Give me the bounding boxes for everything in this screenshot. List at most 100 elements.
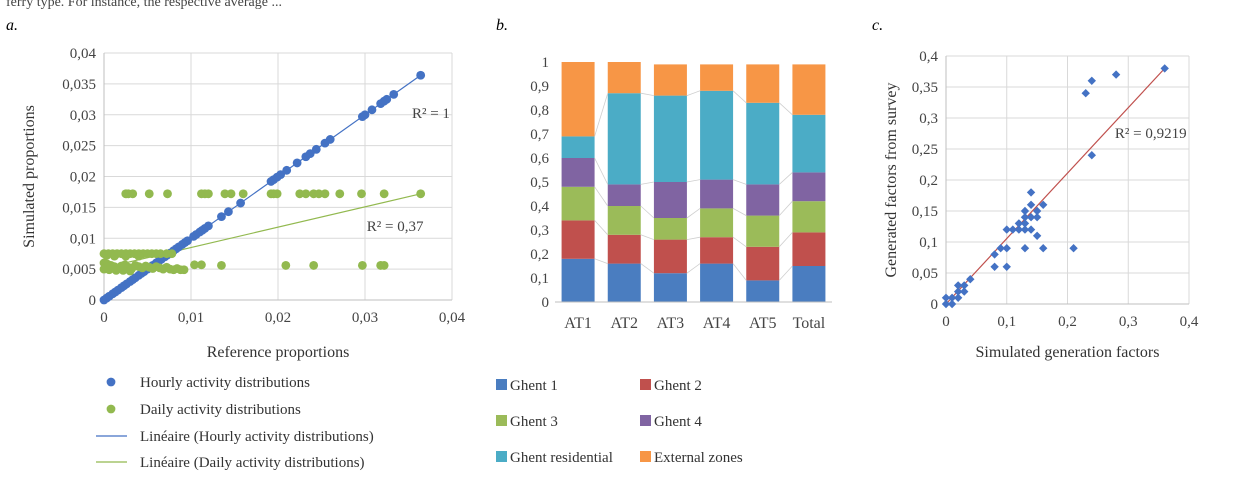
data-point-series-1 bbox=[357, 261, 367, 270]
bar-segment-ghent-residential bbox=[561, 136, 595, 158]
bar-segment-ghent-1 bbox=[700, 263, 734, 302]
x-tick-label: 0,04 bbox=[439, 310, 466, 326]
data-point bbox=[1026, 188, 1036, 197]
data-point-series-1 bbox=[314, 189, 324, 199]
legend-swatch-0 bbox=[496, 379, 507, 390]
legend-label-2: Ghent 3 bbox=[510, 414, 558, 430]
data-point bbox=[947, 293, 957, 302]
bar-segment-ghent-3 bbox=[561, 186, 595, 221]
legend-swatch-5 bbox=[640, 451, 651, 462]
x-tick-label: AT3 bbox=[657, 315, 685, 332]
data-point-series-1 bbox=[226, 189, 236, 199]
data-point-series-1 bbox=[110, 251, 119, 261]
data-point-series-1 bbox=[190, 260, 199, 270]
series-connector bbox=[686, 236, 701, 240]
data-point bbox=[947, 299, 957, 309]
bar-segment-ghent-3 bbox=[700, 208, 734, 238]
header-text: ferry type. For instance, the respective… bbox=[6, 0, 282, 10]
series-connector bbox=[686, 208, 701, 219]
y-tick-label: 0,2 bbox=[919, 173, 938, 189]
data-point-series-1 bbox=[281, 261, 291, 270]
data-point-series-0 bbox=[305, 149, 315, 159]
data-point bbox=[960, 281, 969, 290]
data-point bbox=[1020, 213, 1030, 222]
series-connector bbox=[778, 232, 793, 248]
y-tick-label: 0,025 bbox=[62, 139, 96, 155]
series-connector bbox=[732, 90, 747, 104]
data-point-series-1 bbox=[379, 261, 389, 270]
data-point-series-0 bbox=[282, 165, 292, 175]
data-point-series-1 bbox=[125, 266, 135, 276]
data-point bbox=[1032, 231, 1042, 240]
data-point bbox=[941, 299, 951, 309]
data-point-series-1 bbox=[320, 189, 330, 199]
data-point-series-0 bbox=[416, 70, 426, 80]
y-tick-label: 0,02 bbox=[70, 170, 96, 186]
bar-segment-external-zones bbox=[607, 62, 641, 94]
bar-segment-ghent-4 bbox=[561, 158, 595, 187]
x-axis-title: Reference proportions bbox=[207, 344, 350, 361]
data-point bbox=[1160, 64, 1169, 73]
data-point bbox=[1026, 213, 1036, 222]
legend-label-3: Ghent 4 bbox=[654, 414, 702, 430]
data-point-series-1 bbox=[301, 189, 311, 199]
data-point-series-1 bbox=[128, 189, 138, 199]
data-point bbox=[1020, 206, 1030, 216]
legend-swatch-3 bbox=[640, 415, 651, 426]
bar-segment-ghent-2 bbox=[792, 232, 826, 266]
data-point bbox=[1069, 244, 1078, 253]
r-squared-label-1: R² = 0,37 bbox=[367, 219, 424, 235]
data-point bbox=[1020, 225, 1030, 234]
data-point bbox=[1032, 213, 1042, 222]
bar-segment-ghent-2 bbox=[746, 246, 780, 281]
data-point-series-1 bbox=[204, 189, 213, 199]
x-tick-label: 0,3 bbox=[1119, 314, 1138, 330]
data-point-series-1 bbox=[111, 265, 121, 275]
x-tick-label: 0,4 bbox=[1180, 314, 1199, 330]
x-axis-title: Simulated generation factors bbox=[976, 344, 1160, 361]
data-point bbox=[1111, 70, 1121, 79]
r-squared-label-0: R² = 1 bbox=[412, 106, 450, 122]
legend-swatch-4 bbox=[496, 451, 507, 462]
bar-segment-ghent-1 bbox=[746, 280, 780, 302]
data-point-series-1 bbox=[416, 189, 426, 199]
legend-label-0: Ghent 1 bbox=[510, 378, 558, 394]
y-tick-label: 0,4 bbox=[530, 199, 549, 215]
x-tick-label: AT5 bbox=[749, 315, 777, 332]
data-point bbox=[1002, 225, 1011, 234]
bar-segment-ghent-residential bbox=[792, 114, 826, 173]
data-point-series-1 bbox=[220, 189, 230, 199]
bar-segment-ghent-2 bbox=[607, 234, 641, 264]
data-point bbox=[953, 281, 963, 290]
y-tick-label: 0,04 bbox=[70, 46, 97, 62]
data-point bbox=[1002, 244, 1011, 253]
series-connector bbox=[732, 263, 747, 281]
data-point-series-0 bbox=[204, 221, 213, 231]
bar-segment-external-zones bbox=[561, 62, 595, 137]
data-point-series-0 bbox=[360, 110, 370, 120]
y-tick-label: 0,005 bbox=[62, 262, 96, 278]
bar-segment-ghent-2 bbox=[700, 237, 734, 264]
data-point bbox=[1020, 244, 1030, 253]
data-point-series-1 bbox=[335, 189, 345, 199]
data-point bbox=[1081, 89, 1090, 98]
bar-segment-external-zones bbox=[792, 64, 826, 115]
y-tick-label: 0,15 bbox=[912, 204, 938, 220]
data-point bbox=[990, 262, 999, 271]
data-point-series-1 bbox=[379, 189, 389, 199]
series-connector bbox=[732, 208, 747, 216]
series-connector bbox=[686, 90, 701, 96]
bar-segment-ghent-2 bbox=[561, 220, 595, 259]
legend-label-3: Linéaire (Daily activity distributions) bbox=[140, 455, 365, 471]
bar-segment-ghent-1 bbox=[792, 266, 826, 302]
series-connector bbox=[594, 258, 608, 264]
y-tick-label: 0,6 bbox=[530, 151, 549, 167]
data-point bbox=[1014, 225, 1024, 234]
bar-segment-ghent-4 bbox=[607, 184, 641, 206]
data-point-series-1 bbox=[121, 251, 131, 261]
panel-c-label: c. bbox=[872, 17, 883, 34]
y-tick-label: 0 bbox=[542, 295, 550, 311]
y-tick-label: 0,2 bbox=[530, 247, 549, 263]
bar-segment-external-zones bbox=[700, 64, 734, 91]
data-point bbox=[1026, 225, 1036, 234]
